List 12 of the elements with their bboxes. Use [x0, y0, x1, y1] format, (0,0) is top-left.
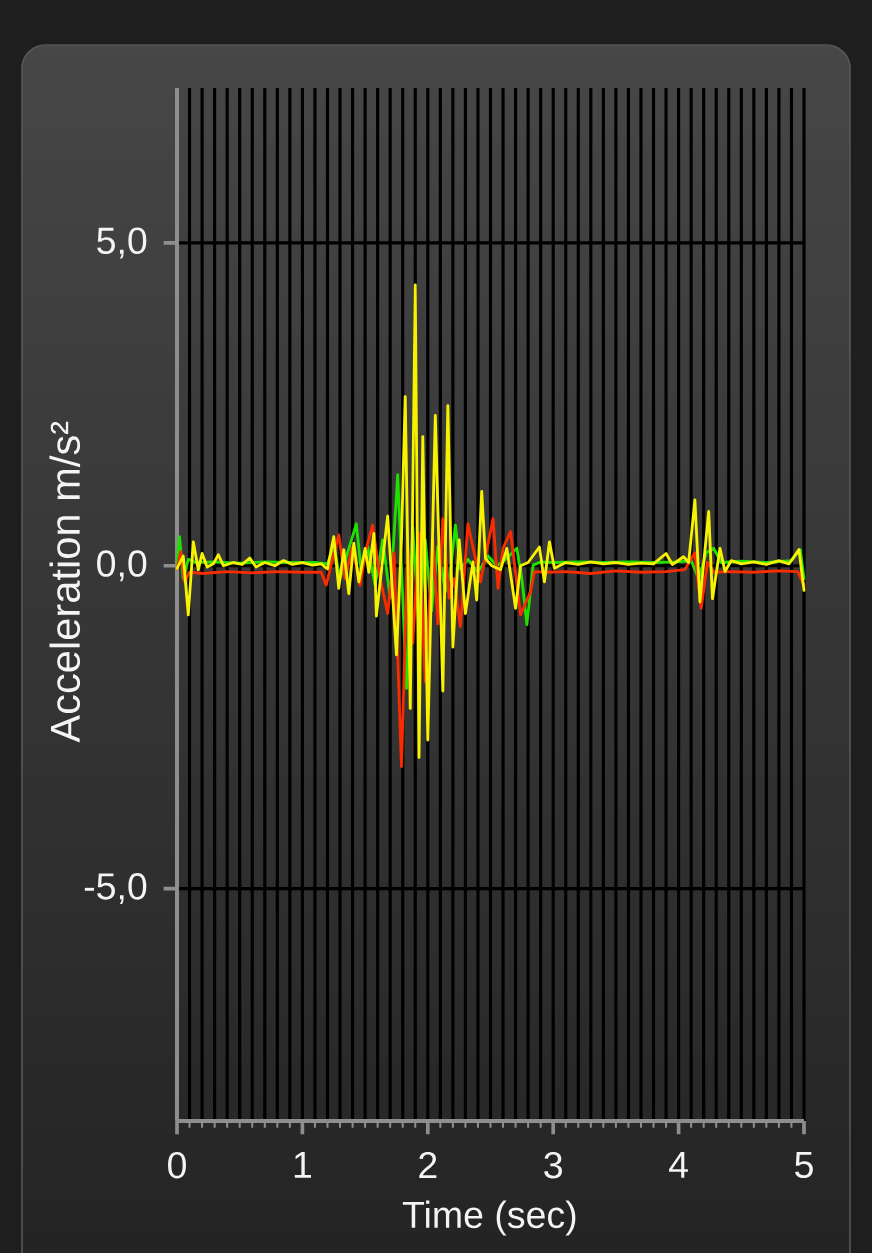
x-tick-label: 2	[419, 1151, 437, 1179]
y-tick-label: 5,0	[97, 227, 147, 259]
x-tick-label: 4	[669, 1151, 688, 1178]
x-tick-label: 0	[168, 1151, 186, 1179]
x-tick-label: 1	[294, 1151, 311, 1178]
x-tick-label: 5	[795, 1151, 813, 1179]
x-tick-label: 3	[544, 1151, 562, 1179]
line-series	[175, 283, 806, 759]
y-tick-label: -5,0	[84, 873, 147, 905]
y-tick-label: 0,0	[97, 550, 147, 582]
y-axis-title: Acceleration m/s²	[49, 421, 81, 743]
x-axis-title: Time (sec)	[402, 1200, 576, 1236]
